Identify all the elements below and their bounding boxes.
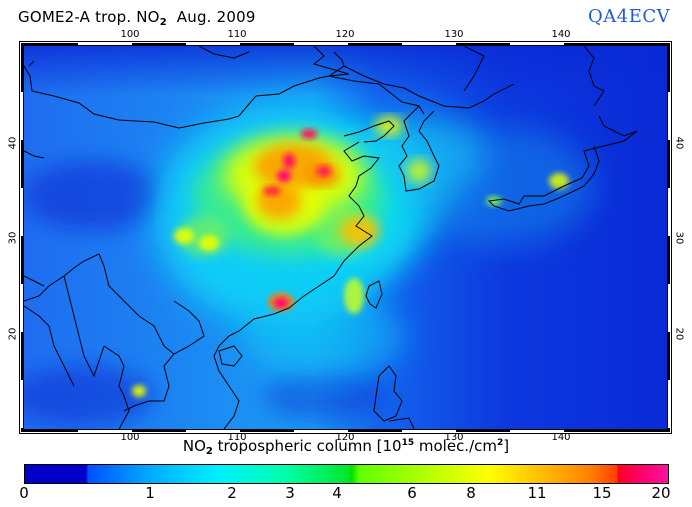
map-heatmap: [24, 46, 667, 429]
colorbar-label: 3: [285, 484, 295, 502]
colorbar-label: 15: [592, 484, 612, 502]
brand-label: QA4ECV: [588, 6, 671, 27]
title-text: GOME2-A trop. NO: [18, 8, 160, 26]
lon-tick-bottom: 140: [551, 432, 571, 443]
lon-tick-bottom: 100: [120, 432, 140, 443]
lon-tick-bottom: 110: [227, 432, 247, 443]
lon-tick-top: 130: [444, 29, 464, 40]
lon-tick-bottom: 130: [444, 432, 464, 443]
colorbar-label: 2: [227, 484, 237, 502]
colorbar-label: 1: [145, 484, 155, 502]
lon-tick-top: 110: [227, 29, 247, 40]
lon-tick-top: 140: [551, 29, 571, 40]
lon-tick-top: 120: [335, 29, 355, 40]
map-title: GOME2-A trop. NO2 Aug. 2009: [18, 8, 256, 28]
colorbar-title-text: NO: [182, 437, 206, 455]
colorbar-title-text: ]: [503, 437, 510, 455]
colorbar-label: 11: [527, 484, 547, 502]
no2-map: [24, 46, 667, 429]
colorbar-label: 0: [19, 484, 29, 502]
colorbar-label: 20: [651, 484, 671, 502]
colorbar-label: 8: [466, 484, 476, 502]
colorbar-label: 6: [407, 484, 417, 502]
colorbar: [24, 464, 669, 484]
colorbar-title-sup: 2: [497, 438, 504, 448]
title-date: Aug. 2009: [176, 8, 256, 26]
lon-tick-top: 100: [120, 29, 140, 40]
colorbar-title-sup: 15: [401, 438, 415, 448]
colorbar-title-text: molec./cm: [414, 437, 497, 455]
title-subscript: 2: [159, 17, 167, 28]
map-frame-outer: [19, 41, 672, 434]
colorbar-title-text: tropospheric column [10: [212, 437, 402, 455]
lon-tick-bottom: 120: [335, 432, 355, 443]
colorbar-label: 4: [332, 484, 342, 502]
colorbar-title-sub: 2: [205, 446, 213, 457]
colorbar-title: NO2 tropospheric column [1015 molec./cm2…: [0, 437, 692, 457]
